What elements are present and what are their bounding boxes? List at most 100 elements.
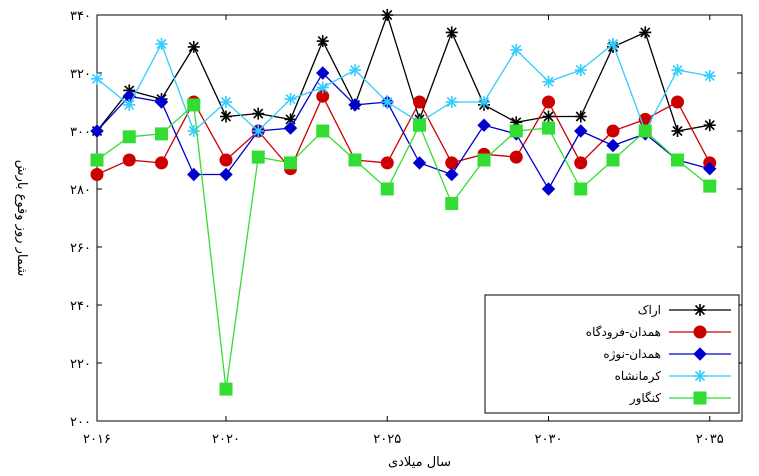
data-point: [445, 197, 459, 210]
data-point: [187, 98, 201, 112]
plot-frame: [96, 14, 743, 422]
data-point: [574, 124, 588, 138]
data-point: [348, 98, 362, 112]
data-point: [154, 95, 169, 109]
marker-stroke: [446, 27, 457, 38]
data-point: [477, 153, 491, 167]
data-point: [316, 81, 329, 94]
marker-stroke: [220, 96, 232, 108]
data-point: [252, 125, 265, 137]
data-point: [219, 153, 233, 167]
x-axis: ۲۰۱۶ ۲۰۲۰ ۲۰۲۵ ۲۰۳۰ ۲۰۳۵: [83, 15, 724, 447]
data-point: [219, 167, 233, 182]
legend-marker: [693, 347, 707, 361]
legend-marker: [694, 304, 706, 316]
data-point: [155, 38, 168, 50]
data-point: [90, 168, 104, 181]
data-point: [606, 138, 620, 153]
data-point: [703, 119, 716, 132]
data-point: [123, 98, 136, 111]
data-point: [671, 95, 684, 109]
y-tick-label: ۲۲۰: [70, 357, 91, 372]
data-point: [380, 156, 394, 170]
y-axis-title: شمار روز وقوع بارش: [14, 160, 29, 277]
data-point: [542, 75, 555, 88]
marker-stroke: [575, 65, 586, 76]
data-point: [219, 382, 233, 396]
marker-stroke: [285, 114, 296, 125]
data-point: [187, 125, 200, 137]
y-tick-label: ۳۰۰: [70, 125, 91, 140]
y-tick-label: ۲۴۰: [70, 299, 91, 314]
data-point: [284, 93, 297, 106]
data-point: [703, 179, 717, 193]
data-point: [413, 95, 426, 109]
marker-stroke: [188, 41, 199, 52]
marker-stroke: [220, 111, 232, 122]
y-tick-label: ۲۰۰: [70, 415, 91, 430]
y-axis: ۲۰۰ ۲۲۰ ۲۴۰ ۲۶۰ ۲۸۰ ۳۰۰ ۳۲۰ ۳۴۰: [70, 9, 742, 430]
data-point: [574, 110, 587, 123]
x-tick-label: ۲۰۳۰: [535, 432, 563, 447]
marker-stroke: [672, 125, 683, 137]
legend: اراک همدان-فرودگاه همدان-نوژه کرمانشاه کنگاو…: [484, 294, 740, 414]
legend-label: همدان-نوژه: [603, 347, 661, 362]
data-point: [703, 69, 716, 82]
marker-stroke: [704, 120, 715, 131]
data-point: [574, 156, 588, 170]
data-point: [574, 64, 587, 77]
marker-stroke: [317, 36, 328, 47]
data-point: [220, 96, 232, 108]
marker-stroke: [640, 27, 651, 38]
data-point: [122, 130, 136, 144]
marker-stroke: [672, 65, 683, 76]
data-point: [510, 43, 523, 56]
x-tick-label: ۲۰۳۵: [696, 432, 724, 447]
data-point: [187, 167, 201, 182]
data-point: [90, 153, 104, 167]
data-point: [542, 95, 555, 109]
x-tick-label: ۲۰۲۵: [373, 432, 401, 447]
data-point: [445, 26, 458, 39]
marker-stroke: [285, 94, 296, 105]
series-group: [90, 9, 717, 396]
marker-stroke: [704, 70, 715, 81]
marker-stroke: [694, 370, 706, 382]
data-point: [252, 107, 265, 120]
data-point: [380, 182, 394, 196]
marker-stroke: [478, 96, 490, 108]
data-point: [477, 118, 491, 132]
legend-marker: [694, 370, 706, 382]
data-point: [155, 156, 168, 170]
data-point: [91, 72, 103, 85]
marker-stroke: [607, 38, 619, 50]
y-tick-label: ۲۶۰: [70, 241, 91, 256]
data-point: [509, 124, 523, 138]
x-tick-label: ۲۰۲۰: [212, 432, 240, 447]
data-point: [671, 64, 684, 77]
data-point: [445, 167, 459, 182]
series-line: [96, 12, 710, 132]
data-point: [284, 156, 297, 170]
data-point: [316, 35, 329, 48]
series-3: [91, 38, 716, 137]
data-point: [349, 64, 361, 77]
legend-marker: [693, 325, 707, 339]
data-point: [412, 156, 427, 170]
data-point: [639, 26, 652, 39]
data-point: [606, 153, 620, 167]
data-point: [220, 110, 232, 123]
plot-area-border: [96, 14, 743, 422]
marker-stroke: [543, 76, 554, 87]
legend-label: کرمانشاه: [615, 369, 662, 384]
x-axis-title: سال میلادی: [388, 455, 451, 470]
marker-stroke: [382, 9, 393, 21]
marker-stroke: [446, 96, 457, 108]
series-4: [90, 98, 717, 396]
series-line: [96, 42, 710, 133]
data-point: [574, 182, 588, 196]
data-point: [251, 150, 265, 164]
data-point: [606, 124, 620, 138]
marker-stroke: [543, 111, 554, 122]
data-point: [542, 110, 555, 123]
